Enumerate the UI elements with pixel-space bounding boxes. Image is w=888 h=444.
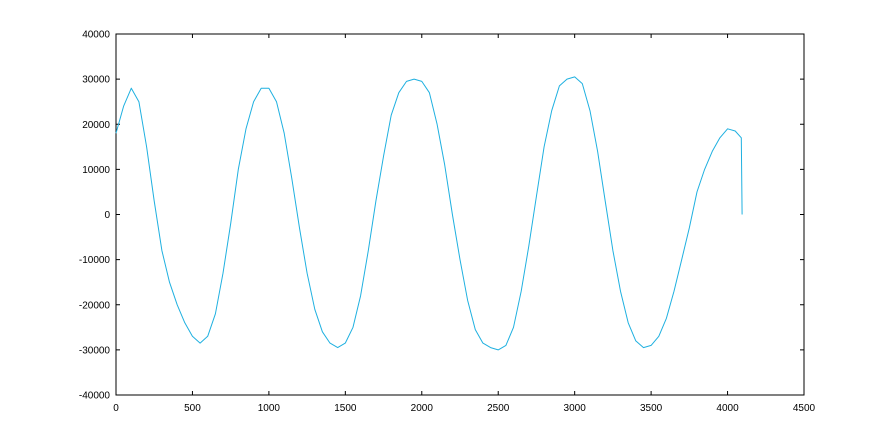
x-tick-label: 1500 [334, 403, 357, 414]
y-tick-label: 40000 [82, 30, 110, 41]
y-tick-label: -20000 [79, 300, 111, 311]
plot-area [115, 33, 805, 396]
x-tick-label: 3000 [564, 403, 587, 414]
series-layer [115, 76, 743, 351]
y-tick-label: 10000 [82, 165, 110, 176]
x-tick-label: 1000 [258, 403, 281, 414]
x-tick-label: 0 [113, 403, 119, 414]
y-tick-label: 30000 [82, 75, 110, 86]
x-tick-label: 4000 [716, 403, 739, 414]
y-tick-label: -10000 [79, 255, 111, 266]
y-axis: 40000 30000 20000 10000 0 -10000 -20000 -30000 -… [79, 30, 804, 402]
series-line [115, 76, 743, 351]
y-tick-label: 20000 [82, 120, 110, 131]
y-tick-label: -40000 [79, 391, 111, 402]
x-axis: 0 500 1000 1500 2000 2500 3000 3500 4000 4500 [113, 34, 816, 414]
x-tick-label: 3500 [640, 403, 663, 414]
y-tick-label: 0 [104, 210, 110, 221]
x-tick-label: 2000 [411, 403, 434, 414]
x-tick-label: 500 [184, 403, 201, 414]
y-tick-label: -30000 [79, 345, 111, 356]
x-tick-label: 4500 [793, 403, 816, 414]
x-tick-label: 2500 [487, 403, 510, 414]
